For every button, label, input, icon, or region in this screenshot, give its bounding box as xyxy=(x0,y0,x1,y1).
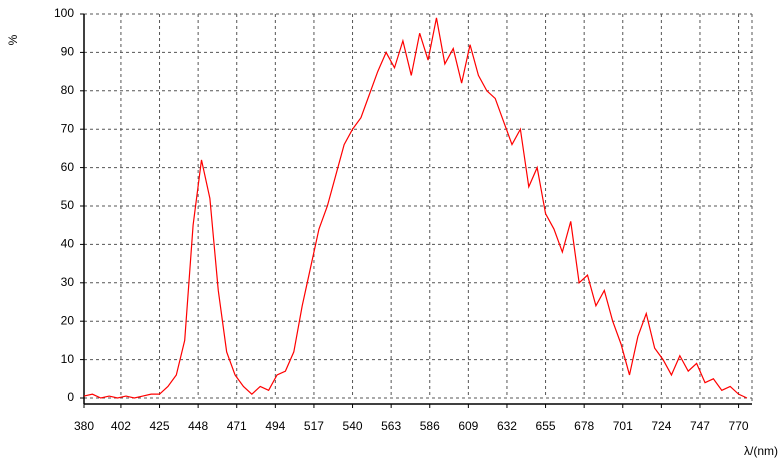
y-tick-label: 80 xyxy=(61,83,75,97)
y-tick-label: 30 xyxy=(61,275,75,289)
y-tick-label: 20 xyxy=(61,313,75,327)
y-tick-label: 90 xyxy=(61,45,75,59)
y-tick-label: 10 xyxy=(61,352,75,366)
x-tick-label: 747 xyxy=(690,419,710,433)
x-tick-label: 494 xyxy=(265,419,285,433)
y-tick-label: 50 xyxy=(61,198,75,212)
y-tick-label: 60 xyxy=(61,160,75,174)
x-tick-label: 724 xyxy=(651,419,671,433)
x-tick-label: 701 xyxy=(613,419,633,433)
x-tick-label: 471 xyxy=(227,419,247,433)
x-tick-label: 448 xyxy=(188,419,208,433)
x-tick-label: 517 xyxy=(304,419,324,433)
y-tick-label: 70 xyxy=(61,121,75,135)
x-tick-label: 632 xyxy=(497,419,517,433)
x-tick-label: 586 xyxy=(420,419,440,433)
x-tick-label: 563 xyxy=(381,419,401,433)
x-axis-label: λ/(nm) xyxy=(744,444,778,458)
x-tick-label: 655 xyxy=(536,419,556,433)
spectrum-line xyxy=(83,17,748,399)
x-tick-label: 402 xyxy=(111,419,131,433)
x-tick-label: 609 xyxy=(458,419,478,433)
x-tick-label: 678 xyxy=(574,419,594,433)
y-tick-label: 100 xyxy=(54,6,74,20)
x-tick-label: 425 xyxy=(150,419,170,433)
x-tick-label: 770 xyxy=(729,419,749,433)
y-tick-label: 40 xyxy=(61,237,75,251)
y-axis-label: % xyxy=(6,34,20,45)
x-tick-label: 540 xyxy=(343,419,363,433)
y-tick-label: 0 xyxy=(67,390,74,404)
x-tick-label: 380 xyxy=(74,419,94,433)
